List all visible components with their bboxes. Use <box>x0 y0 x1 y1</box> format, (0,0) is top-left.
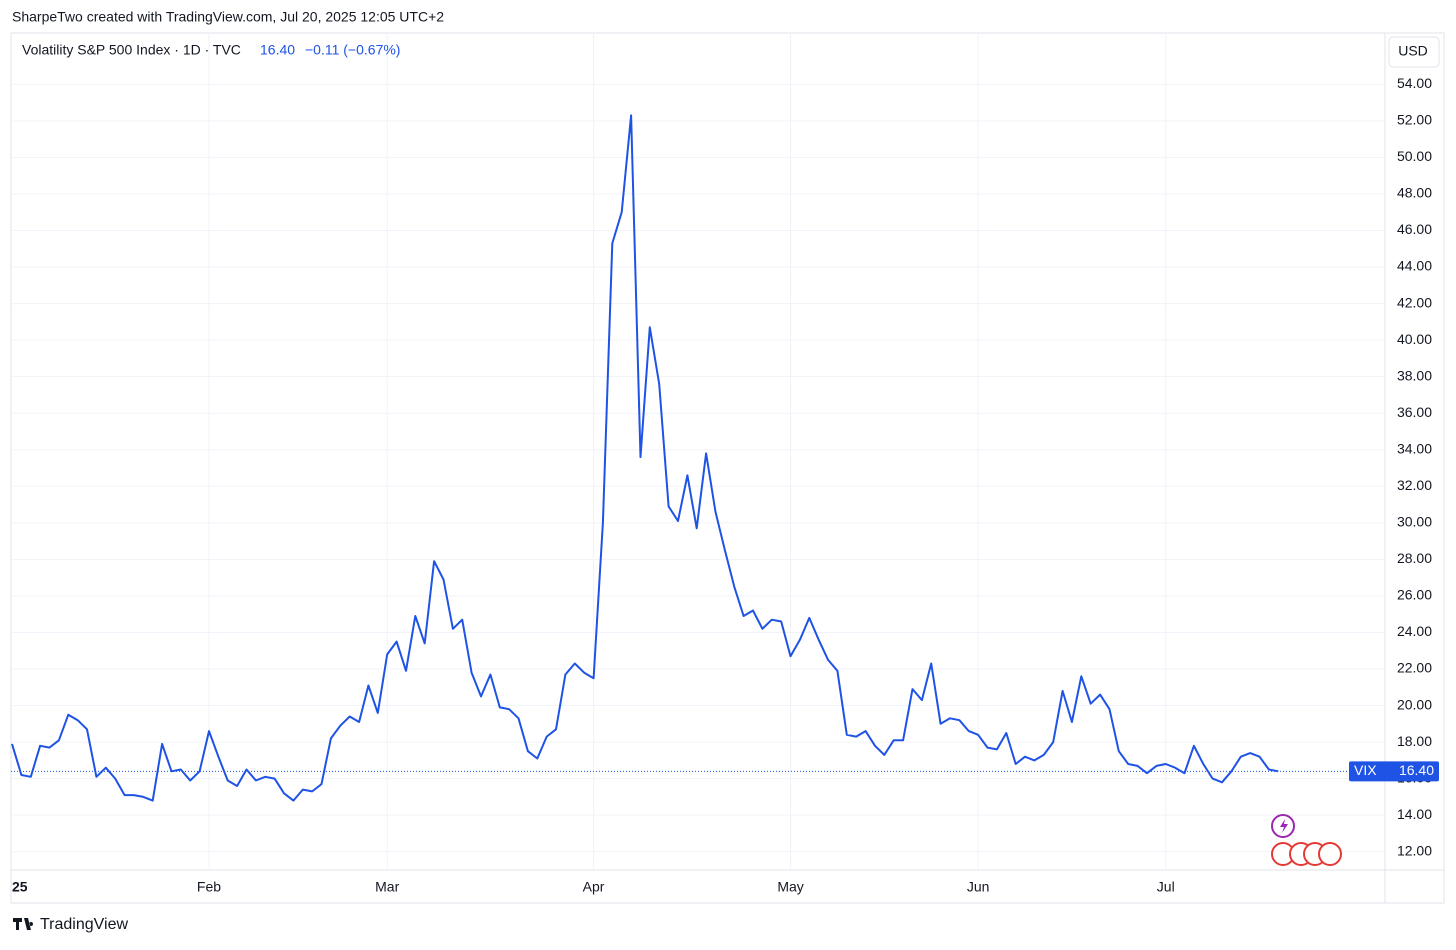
y-tick-label: 12.00 <box>1397 842 1432 858</box>
y-tick-label: 18.00 <box>1397 733 1432 749</box>
y-tick-label: 22.00 <box>1397 660 1432 676</box>
frame <box>10 32 1445 904</box>
y-tick-label: 26.00 <box>1397 587 1432 603</box>
y-tick-label: 54.00 <box>1397 75 1432 91</box>
currency-box[interactable] <box>1388 36 1440 68</box>
y-tick-label: 20.00 <box>1397 696 1432 712</box>
x-tick-label: Jun <box>967 879 990 895</box>
x-tick-label: Feb <box>197 879 221 895</box>
currency[interactable]: USD <box>1398 43 1428 59</box>
footer-logo[interactable]: TradingView <box>40 916 128 933</box>
y-tick-label: 52.00 <box>1397 112 1432 128</box>
icon <box>1280 819 1288 833</box>
y-tick-label: 46.00 <box>1397 221 1432 237</box>
last-price: 16.40 <box>260 42 295 58</box>
line-series <box>11 114 1279 802</box>
y-tick-label: 48.00 <box>1397 185 1432 201</box>
chart-title: Volatility S&P 500 Index · 1D · TVC <box>22 42 241 58</box>
y-tick-label: 24.00 <box>1397 623 1432 639</box>
last-price-tag: 16.40 <box>1399 762 1434 778</box>
x-tick-label: May <box>777 879 803 895</box>
y-tick-label: 32.00 <box>1397 477 1432 493</box>
x-tick-label: 25 <box>12 879 28 895</box>
price-change: −0.11 (−0.67%) <box>305 42 400 58</box>
event-icons[interactable] <box>1271 814 1342 866</box>
y-tick-label: 42.00 <box>1397 294 1432 310</box>
header: SharpeTwo created with TradingView.com, … <box>12 9 444 25</box>
y-tick-label: 34.00 <box>1397 440 1432 456</box>
y-tick-label: 44.00 <box>1397 258 1432 274</box>
price-tag <box>1349 761 1439 782</box>
icon[interactable] <box>1318 842 1342 866</box>
series-name-tag: VIX <box>1354 762 1377 778</box>
y-tick-label: 30.00 <box>1397 514 1432 530</box>
y-tick-label: 28.00 <box>1397 550 1432 566</box>
x-tick-label: Mar <box>375 879 399 895</box>
y-tick-label: 50.00 <box>1397 148 1432 164</box>
y-tick-label: 14.00 <box>1397 806 1432 822</box>
y-tick-label: 40.00 <box>1397 331 1432 347</box>
y-tick-label: 38.00 <box>1397 367 1432 383</box>
logo-mark <box>13 918 34 930</box>
x-tick-label: Apr <box>583 879 605 895</box>
x-tick-label: Jul <box>1157 879 1175 895</box>
y-tick-label: 36.00 <box>1397 404 1432 420</box>
